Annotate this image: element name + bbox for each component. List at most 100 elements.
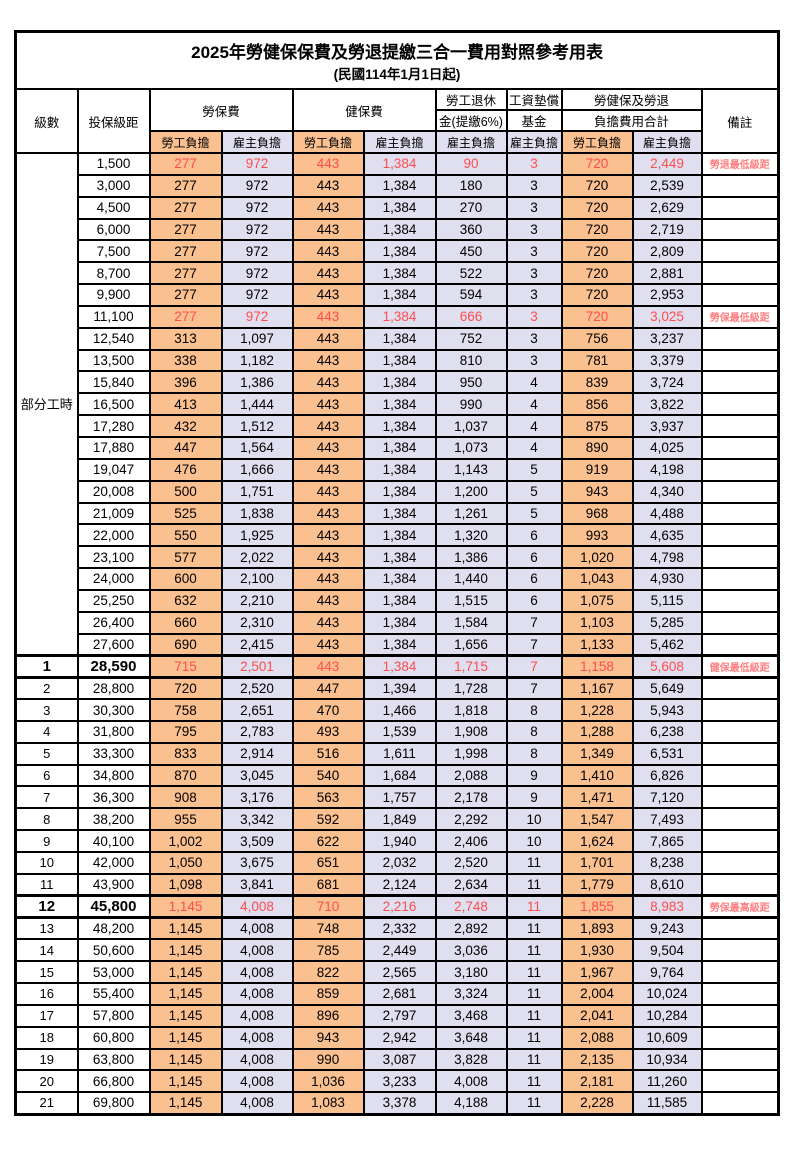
value-cell: 7 [505,632,563,657]
value-cell: 1,075 [560,588,634,613]
value-cell: 1,384 [362,370,437,395]
value-cell: 396 [148,370,223,395]
value-cell: 1,143 [434,457,508,482]
value-cell: 2,088 [560,1025,634,1050]
value-cell: 1,167 [560,676,634,701]
value-cell: 9 [505,763,563,788]
value-cell: 2,100 [220,567,294,591]
table-row: 12,540 313 1,097 443 1,384 752 3 756 3,237 [16,326,780,351]
value-cell: 1,384 [362,392,437,417]
value-cell: 11 [505,894,563,920]
value-cell: 3,180 [434,960,508,985]
value-cell: 443 [291,326,365,351]
value-cell: 756 [560,326,634,351]
value-cell: 3 [505,304,563,329]
value-cell: 277 [148,152,223,176]
value-cell: 11,585 [631,1091,703,1116]
subheader-pension-employer: 雇主負擔 [434,130,508,154]
value-cell: 1,564 [220,435,294,460]
table-row: 18 60,800 1,145 4,008 943 2,942 3,648 11 2,088 10… [14,1025,780,1050]
value-cell: 968 [560,501,634,526]
header-pension-line2: 金(提繳6%) [434,109,508,132]
value-cell: 4 [505,435,563,460]
value-cell: 2,228 [560,1091,634,1116]
value-cell: 2,210 [220,588,294,613]
value-cell: 313 [148,326,223,351]
value-cell: 859 [291,982,365,1006]
value-cell: 1,103 [560,610,634,635]
value-cell: 943 [560,479,634,504]
value-cell: 1,384 [362,545,437,570]
value-cell: 3,822 [631,392,703,417]
value-cell: 3,509 [220,829,294,853]
value-cell: 1,133 [560,632,634,657]
value-cell: 592 [291,807,365,832]
value-cell: 4,008 [220,894,294,920]
value-cell: 1,182 [220,348,294,373]
value-cell: 3 [505,348,563,373]
value-cell: 7,120 [631,785,703,810]
value-cell: 3 [505,239,563,264]
salary-cell: 34,800 [76,763,151,788]
value-cell: 443 [291,414,365,438]
remark-cell [700,588,780,613]
table-row: 25,250 632 2,210 443 1,384 1,515 6 1,075 5,115 [16,588,780,613]
salary-cell: 28,800 [76,676,151,701]
level-cell: 20 [14,1069,79,1094]
value-cell: 5,943 [631,698,703,722]
value-cell: 476 [148,457,223,482]
table-row: 11 43,900 1,098 3,841 681 2,124 2,634 11 1,779 8,… [14,872,780,897]
value-cell: 7,493 [631,807,703,832]
value-cell: 2,942 [362,1025,437,1050]
value-cell: 1,384 [362,653,437,679]
value-cell: 522 [434,261,508,286]
level-cell: 15 [14,960,79,985]
value-cell: 1,145 [148,1091,223,1116]
level-cell: 21 [14,1091,79,1116]
value-cell: 870 [148,763,223,788]
value-cell: 908 [148,785,223,810]
value-cell: 875 [560,414,634,438]
premium-reference-table: 2025年勞健保保費及勞退提繳三合一費用對照參考用表 (民國114年1月1日起)… [14,30,781,1116]
value-cell: 1,444 [220,392,294,417]
value-cell: 1,145 [148,938,223,963]
table-row: 16 55,400 1,145 4,008 859 2,681 3,324 11 2,004 10… [14,982,780,1006]
value-cell: 2,520 [220,676,294,701]
value-cell: 681 [291,872,365,897]
salary-cell: 48,200 [76,916,151,941]
value-cell: 720 [560,195,634,220]
salary-cell: 43,900 [76,872,151,897]
value-cell: 5,115 [631,588,703,613]
value-cell: 443 [291,348,365,373]
value-cell: 972 [220,195,294,220]
level-cell: 7 [14,785,79,810]
value-cell: 443 [291,283,365,307]
remark-cell [700,676,780,701]
title-row: 2025年勞健保保費及勞退提繳三合一費用對照參考用表 (民國114年1月1日起) [14,30,780,90]
value-cell: 720 [560,261,634,286]
value-cell: 4,635 [631,523,703,548]
value-cell: 6,826 [631,763,703,788]
value-cell: 1,145 [148,916,223,941]
value-cell: 2,124 [362,872,437,897]
value-cell: 1,036 [291,1069,365,1094]
value-cell: 3 [505,217,563,242]
value-cell: 1,384 [362,567,437,591]
value-cell: 360 [434,217,508,242]
value-cell: 9,764 [631,960,703,985]
value-cell: 856 [560,392,634,417]
subheader-total-employer: 雇主負擔 [631,130,703,154]
value-cell: 1,097 [220,326,294,351]
value-cell: 443 [291,545,365,570]
value-cell: 277 [148,217,223,242]
salary-cell: 38,200 [76,807,151,832]
level-cell: 16 [14,982,79,1006]
remark-cell [700,829,780,853]
value-cell: 1,893 [560,916,634,941]
value-cell: 2,415 [220,632,294,657]
value-cell: 594 [434,283,508,307]
table-row: 19,047 476 1,666 443 1,384 1,143 5 919 4,198 [16,457,780,482]
value-cell: 443 [291,239,365,264]
salary-cell: 26,400 [76,610,151,635]
remark-cell [700,457,780,482]
